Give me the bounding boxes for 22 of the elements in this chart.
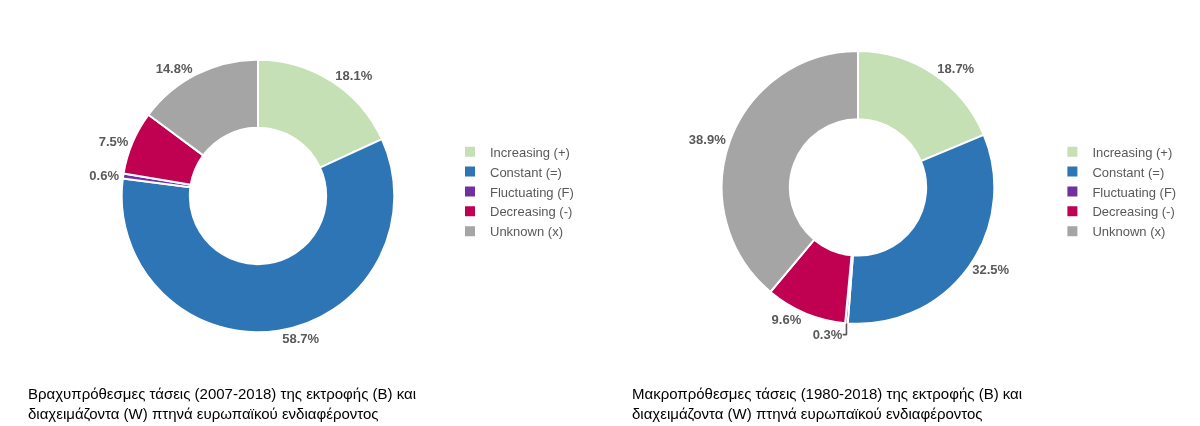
data-label: 14.8%	[155, 60, 193, 76]
legend-label: Decreasing (-)	[490, 204, 573, 220]
legend-label: Increasing (+)	[490, 144, 570, 160]
text: Μακροπρόθεσμες τάσεις (1980-2018) της εκτροφής (B) και διαχειμάζοντα (W) πτηνά ευρωπαϊκού ενδιαφέροντος	[632, 385, 1023, 422]
text: Βραχυπρόθεσμες τάσεις (2007-2018) της εκτροφής (B) και διαχειμάζοντα (W) πτηνά ευρωπαϊκού ενδιαφέροντος	[28, 385, 417, 422]
data-label: 18.7%	[937, 61, 975, 77]
legend-label: Constant (=)	[1092, 164, 1168, 180]
legend-label: Fluctuating (F)	[490, 184, 574, 200]
data-label: 0.3%	[812, 327, 843, 343]
data-label: 0.6%	[89, 168, 120, 184]
data-label: 32.5%	[972, 262, 1010, 278]
legend-label: Unknown (x)	[1092, 224, 1169, 240]
data-label: 18.1%	[335, 68, 373, 84]
legend-label: Decreasing (-)	[1092, 204, 1179, 220]
legend-label: Increasing (+)	[1092, 144, 1176, 160]
data-label: 7.5%	[98, 134, 129, 150]
legend-label: Unknown (x)	[490, 224, 563, 240]
data-label: 58.7%	[282, 330, 320, 346]
legend-label: Constant (=)	[490, 164, 562, 180]
legend-label: Fluctuating (F)	[1092, 184, 1180, 200]
data-label: 38.9%	[688, 132, 727, 148]
data-label: 9.6%	[771, 312, 802, 328]
